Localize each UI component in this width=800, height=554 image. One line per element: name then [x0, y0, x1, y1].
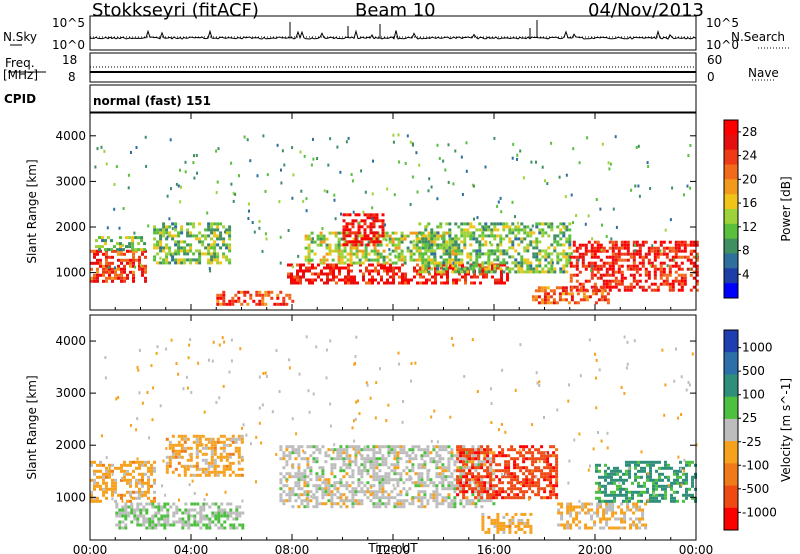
- xaxis-label: Time UT: [367, 541, 418, 554]
- velocity-colorbar-cell-8: [724, 507, 738, 531]
- power-colorbar-tick-5: 24: [742, 149, 757, 163]
- velocity-colorbar-tick-2: 100: [742, 388, 765, 402]
- nsky-label: N.Sky: [3, 30, 38, 44]
- power-colorbar-cell-10: [724, 268, 738, 284]
- power-colorbar-cell-5: [724, 194, 738, 210]
- velocity-region-4: [456, 445, 559, 500]
- freq-tick-top: 18: [62, 53, 78, 67]
- velocity-colorbar-tick-4: -25: [742, 435, 762, 449]
- power-colorbar-cell-4: [724, 179, 738, 195]
- power-colorbar-frame: [723, 119, 739, 299]
- power-colorbar-tick-6: 28: [742, 125, 757, 139]
- power-region-7: [418, 222, 572, 274]
- power-colorbar-cell-3: [724, 164, 738, 180]
- power-colorbar-tick-1: 8: [742, 244, 750, 258]
- velocity-ytick-label-3: 4000: [55, 334, 86, 348]
- nsearch-tick-bottom: 10^0: [706, 38, 739, 52]
- power-region-3: [216, 290, 295, 306]
- nave-tick-bottom: 0: [707, 70, 715, 84]
- xtick-label-3: 12:00: [376, 543, 411, 554]
- power-scatter: [94, 133, 698, 273]
- cpid-label: CPID: [4, 92, 37, 106]
- velocity-colorbar-tick-0: 1000: [742, 341, 773, 355]
- power-colorbar-tick-4: 20: [742, 172, 757, 186]
- velocity-scatter: [101, 335, 698, 503]
- power-colorbar-cell-6: [724, 209, 738, 225]
- power-colorbar-cell-1: [724, 134, 738, 151]
- velocity-colorbar-cell-3: [724, 396, 738, 420]
- nsearch-label: N.Search: [731, 30, 786, 44]
- nsky-panel: [89, 15, 697, 51]
- power-colorbar-cell-0: [724, 120, 738, 136]
- power-region-1: [95, 236, 147, 252]
- velocity-colorbar-tick-6: -500: [742, 482, 769, 496]
- velocity-region-6: [557, 502, 648, 530]
- nsky-trace: [89, 29, 697, 40]
- velocity-region-7: [595, 460, 697, 503]
- power-ytick-label-2: 3000: [55, 174, 86, 188]
- velocity-colorbar-tick-3: 25: [742, 411, 757, 425]
- xtick-label-5: 20:00: [578, 543, 613, 554]
- power-region-6: [342, 213, 385, 247]
- velocity-colorbar-tick-1: 500: [742, 364, 765, 378]
- freq-label: Freq.: [5, 56, 35, 70]
- velocity-ytick-label-2: 3000: [55, 386, 86, 400]
- power-ylabel: Slant Range [km]: [25, 159, 39, 263]
- power-ytick-label-0: 1000: [55, 266, 86, 280]
- velocity-region-2: [115, 502, 245, 530]
- power-ytick-label-3: 4000: [55, 129, 86, 143]
- velocity-colorbar-cell-2: [724, 374, 738, 398]
- freq-tick-bottom: 8: [68, 70, 76, 84]
- power-colorbar-cell-7: [724, 223, 738, 240]
- power-region-2: [153, 222, 232, 265]
- power-colorbar-cell-8: [724, 238, 738, 254]
- cpid-value: normal (fast) 151: [93, 94, 211, 108]
- xtick-label-6: 00:00: [679, 543, 714, 554]
- velocity-colorbar-cell-0: [724, 330, 738, 353]
- xtick-label-1: 04:00: [174, 543, 209, 554]
- velocity-colorbar-label: Velocity [m s^-1]: [779, 378, 793, 482]
- power-colorbar-tick-3: 16: [742, 196, 757, 210]
- power-colorbar-cell-11: [724, 283, 738, 299]
- velocity-colorbar-tick-7: -1000: [742, 505, 777, 519]
- velocity-region-0: [90, 460, 156, 503]
- power-colorbar-tick-2: 12: [742, 220, 757, 234]
- nsearch-tick-top: 10^5: [706, 16, 739, 30]
- velocity-colorbar-cell-7: [724, 485, 738, 509]
- xtick-label-0: 00:00: [73, 543, 108, 554]
- nave-tick-top: 60: [707, 53, 723, 67]
- power-region-9: [531, 286, 610, 305]
- cpid-panel: [89, 84, 697, 113]
- velocity-ytick-label-1: 2000: [55, 438, 86, 452]
- velocity-region-5: [481, 512, 533, 534]
- power-colorbar-cell-9: [724, 253, 738, 269]
- nsky-tick-top: 10^5: [52, 16, 85, 30]
- power-region-0: [90, 249, 147, 283]
- power-colorbar-tick-0: 4: [742, 267, 750, 281]
- velocity-region-3: [279, 445, 496, 509]
- power-colorbar-label: Power [dB]: [779, 176, 793, 241]
- nave-label: Nave: [748, 66, 779, 80]
- velocity-colorbar-cell-1: [724, 352, 738, 375]
- velocity-colorbar-cell-4: [724, 418, 738, 442]
- nsky-tick-bottom: 10^0: [52, 38, 85, 52]
- velocity-region-1: [165, 434, 244, 477]
- velocity-colorbar-cell-5: [724, 441, 738, 464]
- velocity-colorbar-cell-6: [724, 463, 738, 486]
- velocity-ytick-label-0: 1000: [55, 490, 86, 504]
- power-region-8: [569, 240, 699, 292]
- xtick-label-2: 08:00: [275, 543, 310, 554]
- power-colorbar-cell-2: [724, 149, 738, 165]
- velocity-colorbar-frame: [723, 329, 739, 531]
- xtick-label-4: 16:00: [477, 543, 512, 554]
- power-ytick-label-1: 2000: [55, 220, 86, 234]
- velocity-ylabel: Slant Range [km]: [25, 375, 39, 479]
- velocity-colorbar-tick-5: -100: [742, 458, 769, 472]
